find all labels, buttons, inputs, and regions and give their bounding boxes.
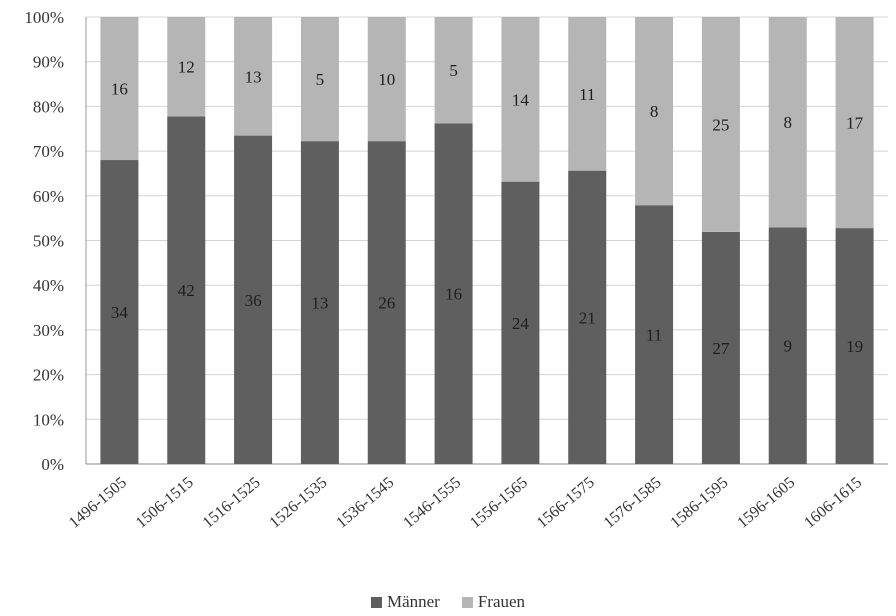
- bar-maenner: [501, 181, 540, 464]
- bar-frauen: [434, 17, 473, 124]
- bar-frauen: [568, 17, 607, 171]
- data-label-maenner: 21: [579, 308, 596, 327]
- bar-frauen: [701, 17, 740, 232]
- x-tick-label: 1506-1515: [133, 474, 197, 532]
- y-tick-label: 90%: [33, 53, 64, 72]
- x-tick-label: 1596-1605: [734, 474, 798, 532]
- bar-frauen: [167, 17, 206, 117]
- bar-frauen: [835, 17, 874, 229]
- y-tick-label: 100%: [24, 8, 64, 27]
- y-tick-label: 30%: [33, 321, 64, 340]
- bars: [100, 17, 874, 465]
- bar-maenner: [300, 141, 339, 464]
- legend-item-frauen: Frauen: [461, 592, 526, 612]
- bar-frauen: [100, 17, 139, 161]
- data-label-frauen: 8: [784, 113, 793, 132]
- bar-maenner: [234, 135, 273, 464]
- bar-frauen: [768, 17, 807, 228]
- x-tick-label: 1516-1525: [200, 474, 264, 532]
- data-label-frauen: 10: [378, 70, 395, 89]
- legend-swatch-maenner: [370, 596, 382, 608]
- bar-maenner: [701, 231, 740, 464]
- data-label-frauen: 14: [512, 90, 530, 109]
- data-label-maenner: 19: [846, 337, 863, 356]
- x-tick-label: 1576-1585: [601, 474, 665, 532]
- bar-frauen: [234, 17, 273, 136]
- bar-frauen: [635, 17, 674, 206]
- bar-maenner: [835, 228, 874, 464]
- bar-frauen: [367, 17, 406, 142]
- data-label-frauen: 5: [316, 70, 325, 89]
- bar-maenner: [367, 141, 406, 464]
- data-label-maenner: 26: [378, 294, 395, 313]
- y-tick-label: 70%: [33, 142, 64, 161]
- data-label-frauen: 5: [449, 61, 458, 80]
- legend: Männer Frauen: [0, 590, 896, 614]
- x-tick-label: 1556-1565: [467, 474, 531, 532]
- data-label-maenner: 9: [784, 337, 793, 356]
- x-tick-label: 1546-1555: [400, 474, 464, 532]
- data-label-frauen: 13: [245, 67, 262, 86]
- y-tick-label: 10%: [33, 410, 64, 429]
- legend-label-frauen: Frauen: [477, 592, 526, 611]
- y-tick-label: 80%: [33, 97, 64, 116]
- x-axis-ticks: 1496-1505 1506-1515 1516-1525 1526-1535 1536…: [66, 474, 865, 532]
- data-label-maenner: 24: [512, 314, 530, 333]
- gridlines: [85, 16, 888, 465]
- data-label-frauen: 8: [650, 102, 659, 121]
- data-label-maenner: 11: [646, 326, 662, 345]
- data-label-frauen: 25: [712, 115, 729, 134]
- data-label-maenner: 16: [445, 285, 462, 304]
- bar-frauen: [300, 17, 339, 142]
- data-label-frauen: 11: [579, 85, 595, 104]
- data-label-maenner: 27: [712, 339, 730, 358]
- data-labels: 34 16 42 12 36 13 13 5 26 10 16 5 24 14 21 11 11 8 27 25 9 8 1…: [111, 58, 864, 358]
- y-axis-ticks: 0% 10% 20% 30% 40% 50% 60% 70% 80% 90% 100%: [24, 8, 64, 474]
- y-tick-label: 50%: [33, 232, 64, 251]
- bar-maenner: [635, 205, 674, 465]
- y-tick-label: 20%: [33, 366, 64, 385]
- legend-label-maenner: Männer: [386, 592, 440, 611]
- legend-swatch-frauen: [461, 596, 473, 608]
- data-label-frauen: 16: [111, 80, 128, 99]
- y-tick-label: 40%: [33, 276, 64, 295]
- legend-item-maenner: Männer: [370, 592, 440, 612]
- bar-maenner: [568, 170, 607, 464]
- data-label-maenner: 42: [178, 281, 195, 300]
- data-label-maenner: 34: [111, 303, 129, 322]
- bar-maenner: [100, 160, 139, 465]
- data-label-frauen: 12: [178, 58, 195, 77]
- bar-maenner: [167, 116, 206, 464]
- bar-frauen: [501, 17, 540, 182]
- x-tick-label: 1586-1595: [667, 474, 731, 532]
- stacked-bar-chart: 34 16 42 12 36 13 13 5 26 10 16 5 24 14 21 11 11 8 27 25 9 8 1…: [24, 8, 888, 532]
- data-label-maenner: 13: [311, 294, 328, 313]
- y-tick-label: 60%: [33, 187, 64, 206]
- x-tick-label: 1566-1575: [534, 474, 598, 532]
- bar-maenner: [768, 227, 807, 464]
- data-label-frauen: 17: [846, 114, 864, 133]
- x-tick-label: 1536-1545: [333, 474, 397, 532]
- y-tick-label: 0%: [41, 455, 64, 474]
- x-tick-label: 1526-1535: [266, 474, 330, 532]
- x-tick-label: 1496-1505: [66, 474, 130, 532]
- bar-maenner: [434, 123, 473, 464]
- x-tick-label: 1606-1615: [801, 474, 865, 532]
- data-label-maenner: 36: [245, 291, 262, 310]
